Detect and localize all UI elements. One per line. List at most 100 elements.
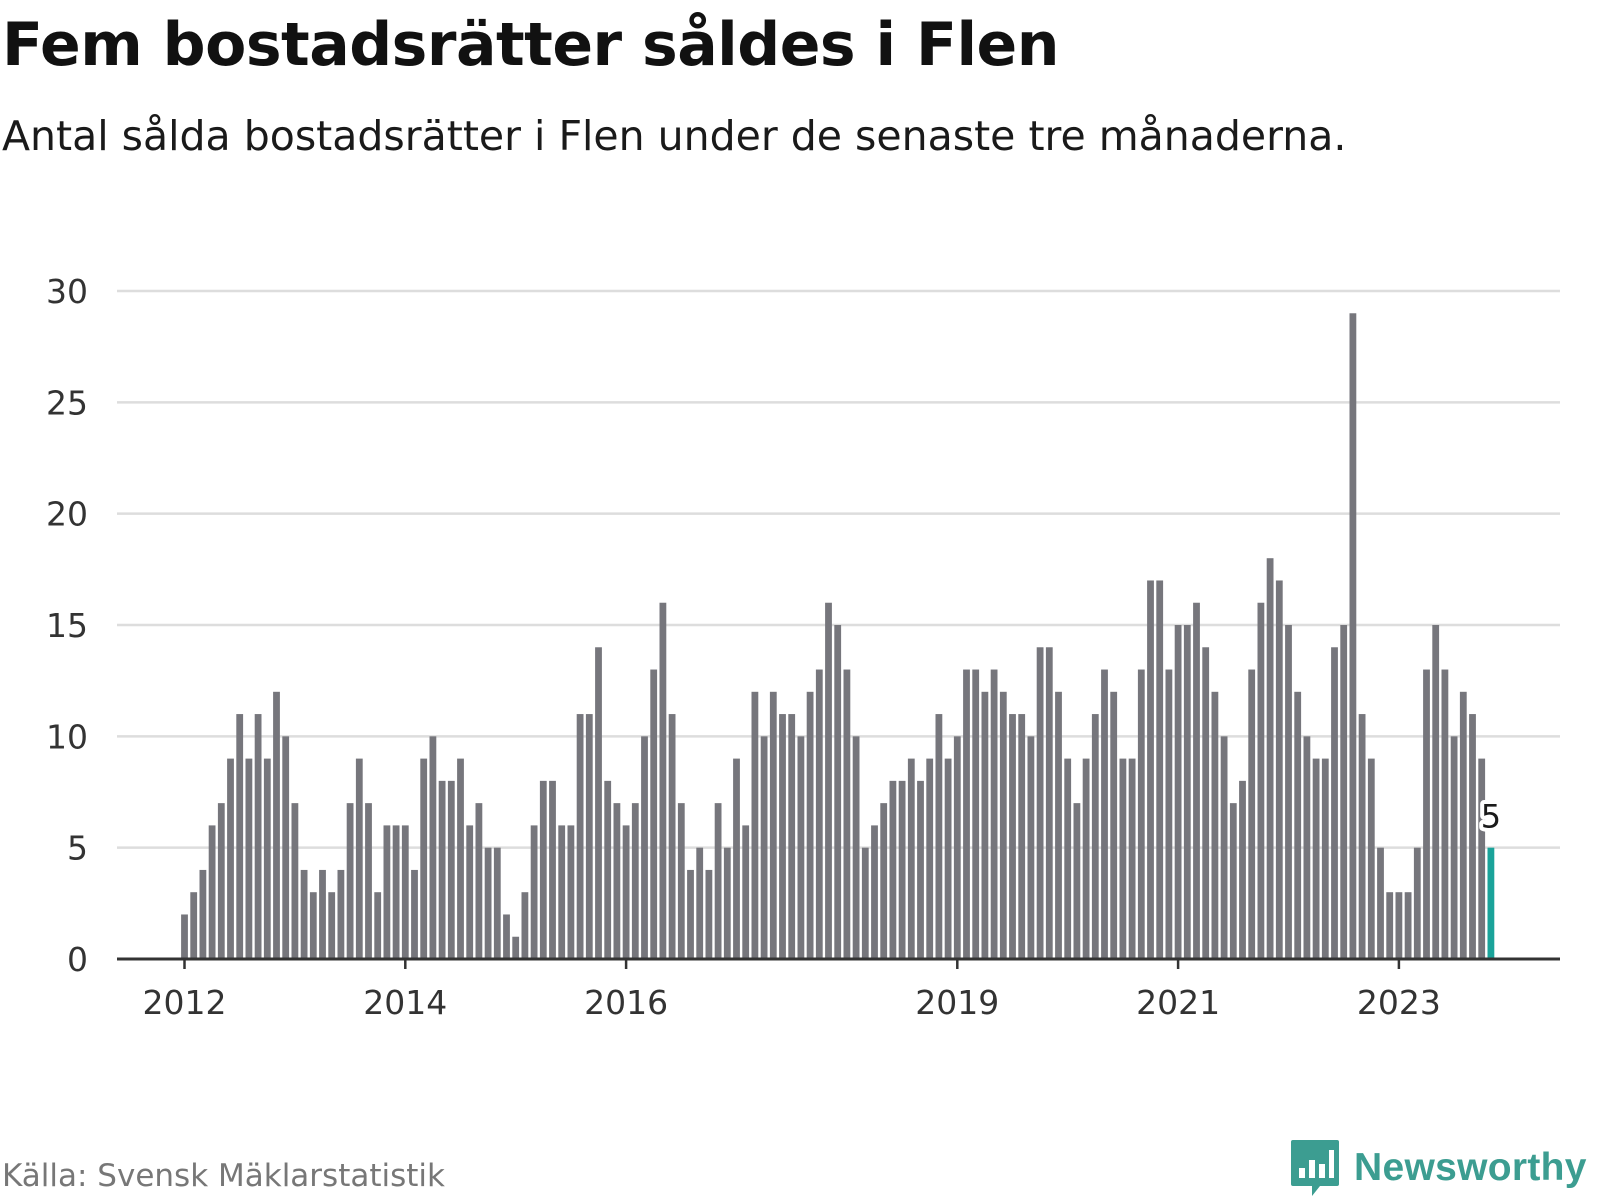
bar [779, 714, 786, 959]
bar [558, 825, 566, 959]
x-axis-tick-labels: 2012 2014 2016 2019 2021 2023 [143, 959, 1441, 1022]
bar [282, 736, 290, 959]
bar [383, 825, 391, 959]
bar [963, 669, 970, 959]
bar [503, 914, 510, 959]
bar [650, 669, 658, 959]
bar [972, 669, 980, 959]
bar [742, 825, 750, 959]
bar [1257, 602, 1265, 959]
bar [411, 869, 418, 959]
bar [1367, 758, 1375, 959]
bar [273, 691, 280, 959]
bar [1469, 714, 1476, 959]
source-note: Källa: Svensk Mäklarstatistik [2, 1158, 445, 1194]
bar [199, 869, 207, 959]
bar [475, 803, 483, 959]
bar [852, 736, 860, 959]
bar [1220, 736, 1228, 959]
bar [567, 825, 575, 959]
bar [668, 714, 676, 959]
bar [309, 892, 317, 959]
bar [760, 736, 768, 959]
bar [576, 714, 584, 959]
bar [687, 869, 694, 959]
x-tick-label: 2023 [1357, 983, 1441, 1022]
x-tick-label: 2012 [143, 983, 227, 1022]
bar [438, 780, 446, 959]
bar [1377, 847, 1384, 959]
bar [696, 847, 704, 959]
bar [861, 847, 869, 959]
bar [1036, 647, 1044, 959]
bar [769, 691, 777, 959]
bar [999, 691, 1007, 959]
y-axis-tick-labels: 0 5 10 15 20 25 30 [46, 272, 88, 979]
bar [1275, 580, 1283, 959]
bar [1193, 602, 1200, 959]
bar [227, 758, 234, 959]
bar [254, 714, 262, 959]
bar [981, 691, 989, 959]
bar [1110, 691, 1118, 959]
bar [429, 736, 437, 959]
bar [631, 803, 639, 959]
bar [1285, 625, 1292, 959]
bar [797, 736, 805, 959]
bar [1045, 647, 1053, 959]
bar [806, 691, 814, 959]
bar [1321, 758, 1329, 959]
bar [1432, 625, 1440, 959]
bar [659, 602, 667, 959]
bar [1239, 780, 1246, 959]
y-tick-label: 30 [46, 272, 88, 311]
bar [907, 758, 915, 959]
bar [815, 669, 823, 959]
bar [1073, 803, 1081, 959]
bar [641, 736, 648, 959]
bar [1156, 580, 1164, 959]
data-labels: 5 [1477, 794, 1505, 840]
bar [539, 780, 547, 959]
brand-name: Newsworthy [1354, 1146, 1587, 1189]
bar [1091, 714, 1099, 959]
bar [208, 825, 216, 959]
x-tick-label: 2014 [363, 983, 447, 1022]
bar [1404, 892, 1412, 959]
bar [990, 669, 998, 959]
bar [953, 736, 961, 959]
bar [190, 892, 198, 959]
bar [291, 803, 299, 959]
bar [365, 803, 372, 959]
bar [585, 714, 593, 959]
bar-chart-speech-bubble-icon [1291, 1140, 1339, 1196]
bar [613, 803, 621, 959]
bar [1423, 669, 1430, 959]
bar [374, 892, 382, 959]
bar [512, 936, 520, 959]
bar [1294, 691, 1302, 959]
bar [300, 869, 308, 959]
bar [420, 758, 428, 959]
bar [328, 892, 336, 959]
bar [595, 647, 602, 959]
bar [1211, 691, 1219, 959]
bar [1027, 736, 1035, 959]
bar [714, 803, 722, 959]
bar [236, 714, 244, 959]
bar [1174, 625, 1182, 959]
bar [549, 780, 556, 959]
x-tick-label: 2019 [915, 983, 999, 1022]
bar [466, 825, 474, 959]
bar [834, 625, 842, 959]
bar [245, 758, 253, 959]
y-tick-label: 10 [46, 717, 88, 756]
bar [825, 602, 832, 959]
bar [319, 869, 326, 959]
highlight-bar [1487, 847, 1495, 959]
bar [1478, 758, 1486, 959]
bar [843, 669, 851, 959]
bar [355, 758, 363, 959]
newsworthy-logo[interactable]: Newsworthy [1290, 1138, 1587, 1198]
bar [944, 758, 952, 959]
